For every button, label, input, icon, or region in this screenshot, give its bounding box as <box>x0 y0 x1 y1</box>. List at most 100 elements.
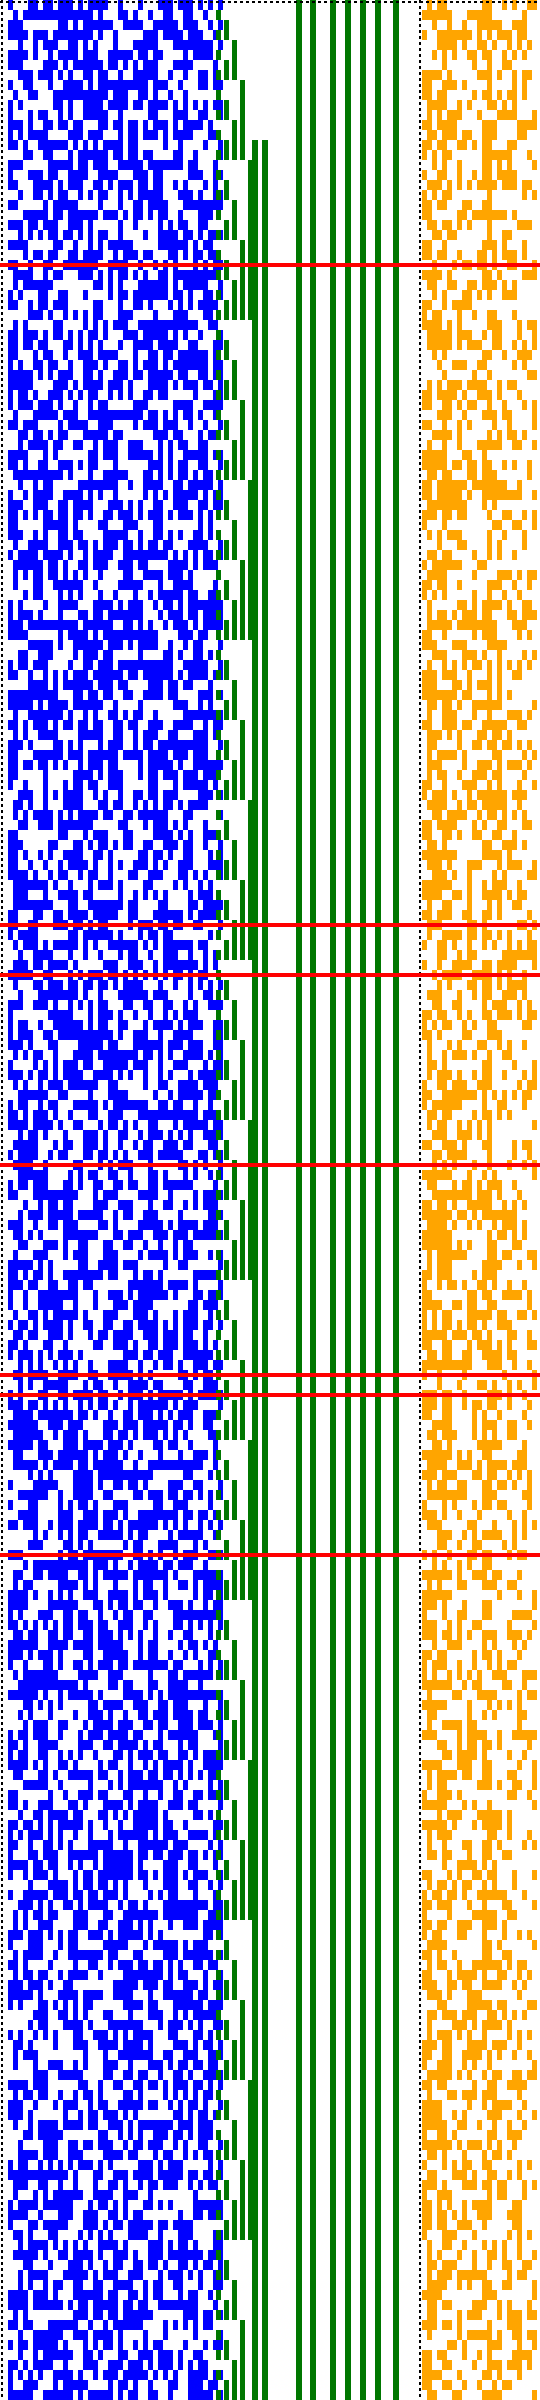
bit-cell <box>83 1410 88 1420</box>
bit-cell <box>203 890 208 900</box>
bit-cell <box>73 1230 78 1240</box>
bit-cell <box>33 1150 38 1160</box>
bit-cell <box>198 2060 203 2070</box>
bit-cell <box>13 1070 18 1080</box>
bit-cell <box>83 810 88 820</box>
bit-cell <box>23 890 28 900</box>
bit-cell <box>153 280 158 290</box>
bit-cell <box>193 1450 198 1460</box>
bit-cell <box>103 90 108 100</box>
bit-cell <box>103 1870 108 1880</box>
bit-cell <box>18 620 23 630</box>
bit-cell <box>208 1190 213 1200</box>
bit-cell <box>183 1240 188 1250</box>
bit-cell <box>13 200 18 210</box>
bit-cell <box>33 910 38 920</box>
bit-cell <box>78 1500 83 1510</box>
bit-cell <box>138 340 143 350</box>
bit-cell <box>108 170 113 180</box>
bit-cell <box>128 120 133 130</box>
bit-cell <box>38 700 43 710</box>
bit-cell <box>98 1040 103 1050</box>
bit-cell <box>48 850 53 860</box>
bit-cell <box>198 710 203 720</box>
bit-cell <box>83 710 88 720</box>
bit-cell <box>148 550 153 560</box>
bit-cell <box>138 1840 143 1850</box>
bit-cell <box>68 420 73 430</box>
bit-cell <box>93 1100 98 1110</box>
bit-cell <box>43 1850 48 1860</box>
bit-cell <box>103 540 108 550</box>
bit-cell <box>163 960 168 970</box>
bit-cell <box>8 1930 13 1940</box>
bit-cell <box>123 100 128 110</box>
bit-cell <box>38 1200 43 1210</box>
bit-cell <box>83 420 88 430</box>
bit-cell <box>148 760 153 770</box>
bit-cell <box>118 370 123 380</box>
bit-cell <box>58 300 63 310</box>
bit-cell <box>113 480 118 490</box>
bit-cell <box>123 1240 128 1250</box>
bit-cell <box>213 80 218 90</box>
bit-cell <box>173 30 178 40</box>
bit-cell <box>28 270 33 280</box>
bit-cell <box>8 1400 13 1410</box>
bit-cell <box>143 1350 148 1360</box>
bit-cell <box>48 820 53 830</box>
bit-cell <box>43 280 48 290</box>
bit-cell <box>163 1870 168 1880</box>
bit-cell <box>188 850 193 860</box>
bit-cell <box>118 600 123 610</box>
bit-cell <box>183 1650 188 1660</box>
bit-cell <box>8 180 13 190</box>
bit-cell <box>108 2010 113 2020</box>
bit-cell <box>193 480 198 490</box>
bit-cell <box>98 1030 103 1040</box>
bit-cell <box>158 390 163 400</box>
bit-cell <box>8 1220 13 1230</box>
bit-cell <box>193 1950 198 1960</box>
bit-cell <box>143 90 148 100</box>
bit-cell <box>193 1280 198 1290</box>
bit-cell <box>143 1470 148 1480</box>
bit-cell <box>43 410 48 420</box>
bit-cell <box>103 1860 108 1870</box>
bit-cell <box>163 350 168 360</box>
bit-cell <box>78 1070 83 1080</box>
bit-cell <box>58 1720 63 1730</box>
bit-cell <box>28 550 33 560</box>
bit-cell <box>163 2050 168 2060</box>
bit-cell <box>83 1800 88 1810</box>
bit-cell <box>198 910 203 920</box>
bit-cell <box>143 990 148 1000</box>
bit-cell <box>103 230 108 240</box>
bit-cell <box>43 600 48 610</box>
bit-cell <box>103 1070 108 1080</box>
bit-cell <box>113 670 118 680</box>
bit-cell <box>58 160 63 170</box>
bit-cell <box>88 1480 93 1490</box>
bit-cell <box>43 1650 48 1660</box>
bit-cell <box>188 1860 193 1870</box>
bit-cell <box>8 1740 13 1750</box>
bit-cell <box>53 250 58 260</box>
bit-cell <box>73 1660 78 1670</box>
bit-cell <box>203 360 208 370</box>
bit-cell <box>178 700 183 710</box>
bit-cell <box>158 520 163 530</box>
bit-cell <box>113 1290 118 1300</box>
bit-cell <box>53 1400 58 1410</box>
bit-cell <box>53 1480 58 1490</box>
bit-cell <box>158 1150 163 1160</box>
bit-cell <box>53 160 58 170</box>
bit-cell <box>108 1270 113 1280</box>
bit-cell <box>188 940 193 950</box>
bit-cell <box>158 1700 163 1710</box>
bit-cell <box>13 1820 18 1830</box>
bit-cell <box>63 380 68 390</box>
bit-cell <box>68 1530 73 1540</box>
bit-cell <box>173 1680 178 1690</box>
bit-cell <box>133 1950 138 1960</box>
